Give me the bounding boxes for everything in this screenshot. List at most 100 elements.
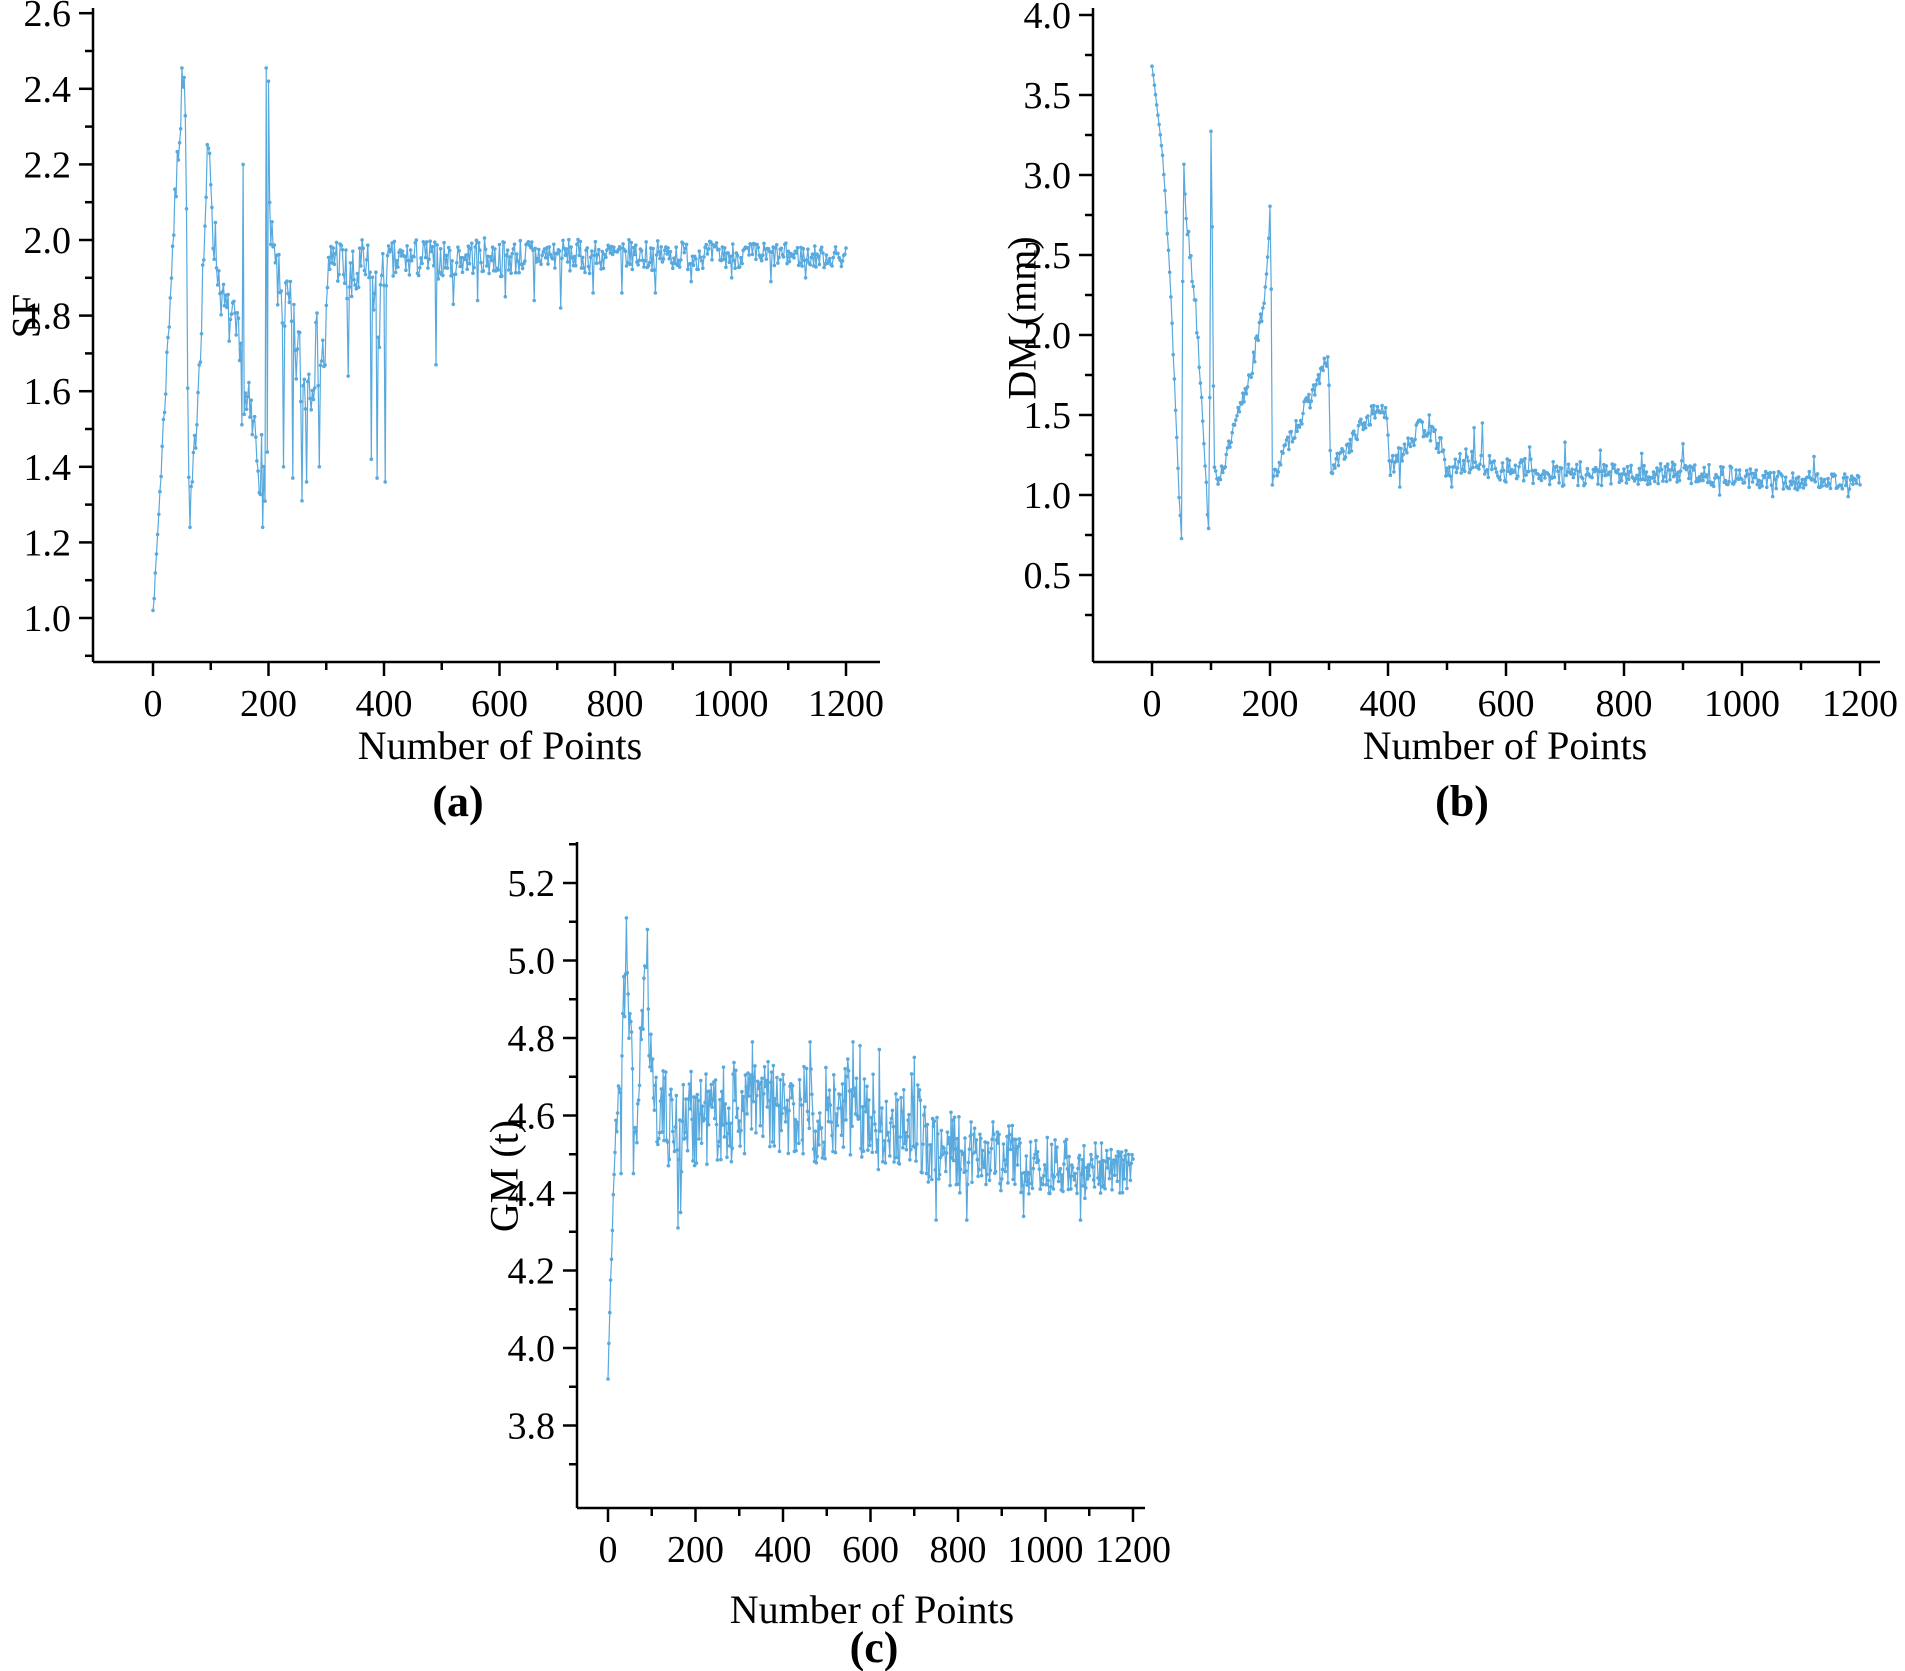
data-point-marker bbox=[504, 253, 509, 257]
data-point-marker bbox=[671, 1129, 675, 1134]
data-point-marker bbox=[198, 360, 203, 364]
data-point-marker bbox=[184, 207, 189, 211]
y-tick-label: 4.6 bbox=[508, 1096, 556, 1138]
data-point-marker bbox=[861, 1149, 866, 1153]
data-point-marker bbox=[1813, 479, 1817, 484]
data-point-marker bbox=[727, 1144, 732, 1148]
data-point-marker bbox=[728, 1121, 733, 1126]
data-point-marker bbox=[451, 302, 456, 307]
data-point-marker bbox=[610, 1228, 615, 1233]
data-point-marker bbox=[1179, 536, 1184, 541]
data-point-marker bbox=[937, 1177, 941, 1181]
panel-label-c: (c) bbox=[849, 1623, 899, 1671]
data-point-marker bbox=[587, 271, 592, 276]
data-point-marker bbox=[1001, 1142, 1006, 1146]
data-point-marker bbox=[406, 258, 411, 263]
data-point-marker bbox=[1159, 143, 1164, 148]
data-point-marker bbox=[237, 358, 242, 363]
data-point-marker bbox=[1151, 73, 1155, 77]
data-point-marker bbox=[915, 1142, 919, 1146]
data-point-marker bbox=[1500, 461, 1505, 465]
data-point-marker bbox=[813, 244, 817, 248]
data-point-marker bbox=[710, 258, 714, 262]
data-point-marker bbox=[1330, 471, 1335, 476]
data-point-marker bbox=[247, 380, 251, 385]
data-point-marker bbox=[1285, 435, 1290, 440]
data-point-marker bbox=[232, 299, 236, 304]
data-point-marker bbox=[1370, 411, 1375, 416]
data-point-marker bbox=[676, 1226, 680, 1230]
data-point-marker bbox=[1798, 485, 1802, 489]
data-point-marker bbox=[725, 1155, 729, 1159]
data-point-marker bbox=[1021, 1183, 1025, 1188]
data-point-marker bbox=[806, 1117, 811, 1122]
data-point-marker bbox=[637, 258, 642, 263]
data-point-marker bbox=[1213, 469, 1218, 473]
data-point-marker bbox=[1322, 356, 1327, 361]
data-point-marker bbox=[456, 245, 460, 249]
data-point-marker bbox=[245, 394, 250, 399]
data-point-marker bbox=[567, 237, 571, 242]
data-point-marker bbox=[1029, 1181, 1034, 1186]
data-point-marker bbox=[883, 1161, 888, 1165]
data-point-marker bbox=[672, 256, 676, 261]
data-point-marker bbox=[457, 248, 461, 253]
data-point-marker bbox=[1049, 1185, 1053, 1189]
data-point-marker bbox=[533, 246, 538, 251]
data-point-marker bbox=[1269, 287, 1273, 291]
data-point-marker bbox=[1726, 482, 1730, 487]
data-point-marker bbox=[697, 249, 702, 253]
data-point-marker bbox=[174, 194, 178, 199]
data-point-marker bbox=[791, 1102, 796, 1106]
data-point-marker bbox=[1017, 1137, 1022, 1141]
data-point-marker bbox=[1539, 478, 1544, 483]
data-point-marker bbox=[737, 1119, 742, 1123]
data-point-marker bbox=[947, 1136, 952, 1140]
data-point-marker bbox=[691, 1159, 695, 1163]
data-point-marker bbox=[939, 1128, 944, 1133]
data-point-marker bbox=[671, 1140, 676, 1144]
data-point-marker bbox=[1366, 414, 1370, 418]
data-point-marker bbox=[658, 1099, 663, 1103]
data-point-marker bbox=[1164, 210, 1168, 214]
data-point-marker bbox=[702, 1117, 707, 1121]
data-point-marker bbox=[553, 266, 557, 270]
data-point-marker bbox=[1019, 1190, 1023, 1195]
data-point-marker bbox=[822, 265, 826, 270]
data-point-marker bbox=[718, 1097, 722, 1102]
data-point-marker bbox=[331, 246, 336, 250]
data-point-marker bbox=[286, 291, 290, 296]
data-point-marker bbox=[929, 1143, 933, 1147]
data-point-marker bbox=[160, 444, 164, 449]
data-point-marker bbox=[1343, 455, 1348, 460]
data-point-marker bbox=[739, 1128, 743, 1133]
data-point-marker bbox=[997, 1132, 1001, 1137]
data-point-marker bbox=[614, 1118, 618, 1123]
data-point-marker bbox=[1346, 442, 1350, 446]
data-point-marker bbox=[1710, 481, 1715, 485]
data-point-marker bbox=[971, 1151, 975, 1156]
data-point-marker bbox=[192, 433, 197, 438]
data-point-marker bbox=[389, 247, 393, 252]
data-point-marker bbox=[292, 302, 296, 307]
data-point-marker bbox=[649, 1032, 653, 1037]
data-point-marker bbox=[1750, 480, 1755, 484]
data-point-marker bbox=[1433, 428, 1437, 432]
data-point-marker bbox=[479, 260, 483, 265]
data-point-marker bbox=[187, 475, 191, 480]
data-point-marker bbox=[1034, 1138, 1038, 1143]
data-point-marker bbox=[183, 113, 188, 118]
data-point-marker bbox=[219, 313, 223, 317]
data-point-marker bbox=[1546, 472, 1551, 477]
data-point-marker bbox=[1564, 473, 1568, 478]
data-point-marker bbox=[281, 465, 286, 469]
data-point-marker bbox=[948, 1183, 952, 1188]
data-point-marker bbox=[1467, 470, 1472, 475]
data-point-marker bbox=[423, 255, 428, 260]
data-point-marker bbox=[968, 1134, 973, 1138]
data-point-marker bbox=[1186, 229, 1191, 234]
data-point-marker bbox=[1580, 476, 1585, 481]
data-point-marker bbox=[613, 1150, 617, 1155]
data-point-marker bbox=[1763, 469, 1768, 474]
